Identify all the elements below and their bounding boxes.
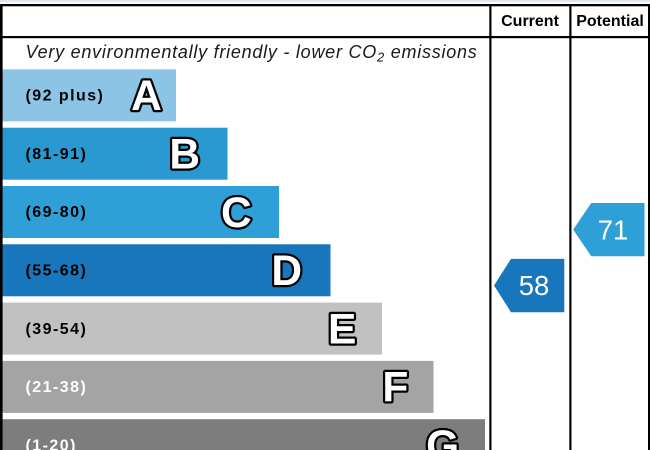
svg-text:(21-38): (21-38) bbox=[26, 379, 88, 396]
svg-text:(55-68): (55-68) bbox=[26, 263, 88, 280]
svg-text:Very environmentally friendly: Very environmentally friendly - lower CO… bbox=[26, 42, 478, 64]
svg-text:58: 58 bbox=[519, 270, 550, 301]
svg-text:F: F bbox=[382, 365, 408, 412]
svg-text:E: E bbox=[328, 306, 356, 353]
svg-text:71: 71 bbox=[598, 214, 629, 245]
svg-text:A: A bbox=[131, 73, 162, 120]
svg-text:Current: Current bbox=[501, 13, 559, 30]
svg-text:(81-91): (81-91) bbox=[26, 146, 88, 163]
svg-text:(1-20): (1-20) bbox=[26, 437, 77, 450]
svg-text:Potential: Potential bbox=[576, 13, 644, 30]
svg-text:C: C bbox=[221, 190, 252, 237]
svg-text:D: D bbox=[271, 248, 302, 295]
svg-text:B: B bbox=[169, 132, 200, 179]
svg-text:(92 plus): (92 plus) bbox=[26, 88, 105, 105]
svg-text:G: G bbox=[426, 423, 459, 450]
svg-text:(39-54): (39-54) bbox=[26, 321, 88, 338]
svg-text:(69-80): (69-80) bbox=[26, 204, 88, 221]
